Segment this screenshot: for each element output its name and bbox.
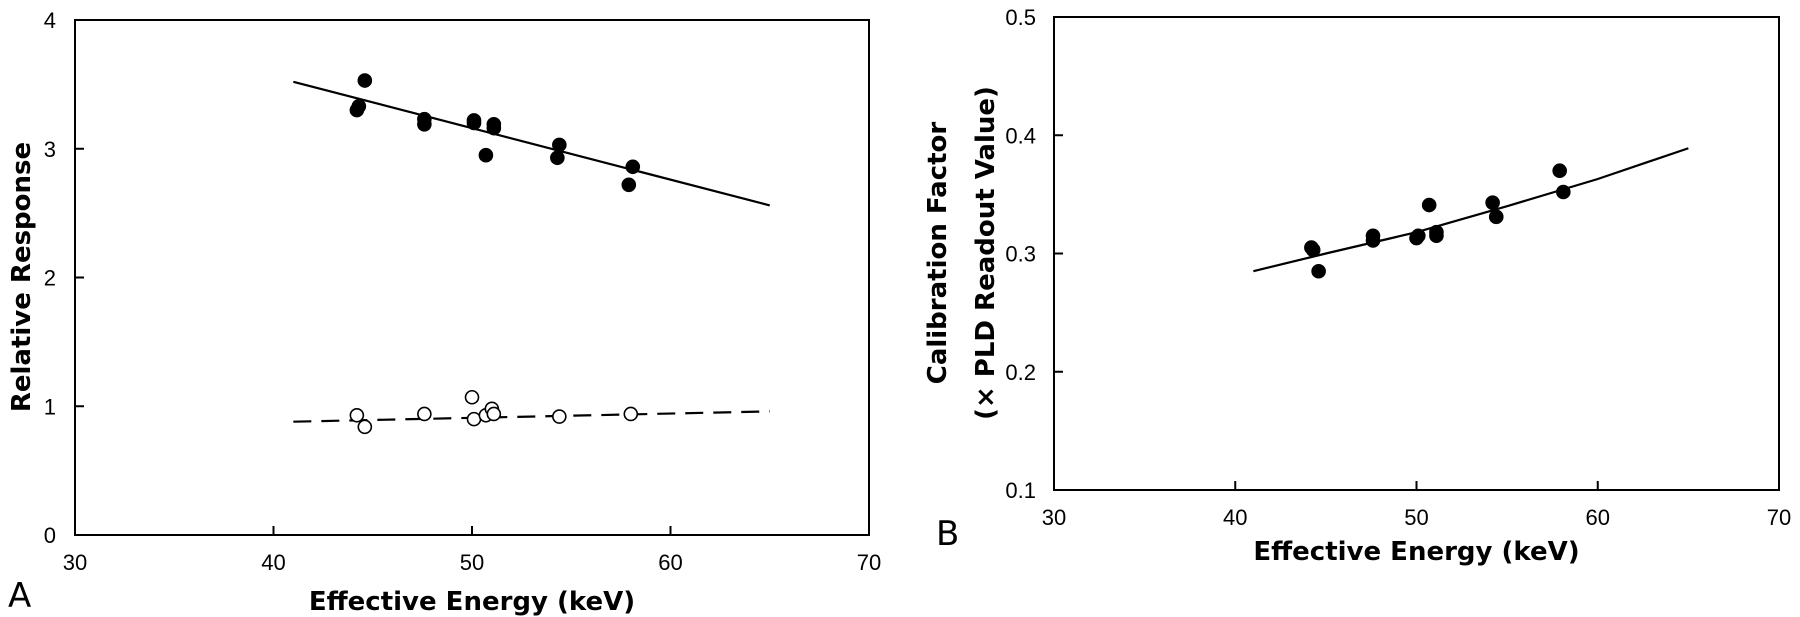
data-point-filled [1305,242,1321,258]
data-point-filled [625,159,641,175]
data-point-open [486,406,502,422]
plot-frame [74,19,870,536]
data-point-filled [351,98,367,114]
y-tick-label: 4 [44,8,56,33]
data-point-filled [486,116,502,132]
x-tick-label: 50 [460,550,484,575]
x-tick-label: 30 [63,550,87,575]
data-point-filled [1365,233,1381,248]
fit-line-solid [293,80,771,207]
plot-frame [1053,16,1780,491]
data-point-open [417,406,432,422]
data-point-filled [466,113,482,128]
y-tick-label: 0.5 [1005,5,1036,30]
x-tick-label: 60 [658,550,682,575]
x-tick-label: 50 [1404,505,1428,530]
x-axis-title: Effective Energy (keV) [309,587,635,617]
data-point-open [349,407,365,423]
data-point-open [623,406,639,422]
x-tick-label: 40 [261,550,285,575]
y-axis-title-line: Calibration Factor [923,122,953,385]
data-point-filled [417,116,432,132]
data-point-filled [552,137,567,153]
x-tick-label: 70 [857,550,881,575]
data-point-filled [1485,195,1500,210]
y-axis-title: Relative Response [7,142,37,412]
data-point-open [466,411,482,427]
data-point-filled [1556,184,1571,200]
data-point-filled [1429,224,1444,240]
data-point-open [552,409,567,424]
y-tick-label: 3 [44,137,56,162]
chart-panel-b: 30 40 50 60 70 0.1 0.2 0.3 0.4 0.5 Effective Energ… [923,5,1791,567]
chart-panel-a: 30 40 50 60 70 0 1 2 3 4 Effective Energy (keV) Rel… [7,8,881,617]
fit-line-dashed [293,410,770,423]
data-point-filled [357,73,373,88]
x-tick-label: 70 [1767,505,1791,530]
data-point-open [357,419,373,435]
data-point-filled [621,177,637,193]
data-point-filled [1421,197,1437,213]
data-point-filled [1311,263,1326,279]
panel-label: B [936,514,959,554]
panel-label: A [8,576,31,616]
y-tick-label: 0.4 [1005,123,1036,148]
x-axis-title: Effective Energy (keV) [1253,537,1579,567]
y-tick-label: 0.3 [1005,242,1036,267]
data-point-filled [478,147,494,163]
data-point-open [464,389,480,405]
y-tick-label: 1 [44,394,56,419]
y-tick-label: 2 [44,266,56,291]
x-tick-label: 40 [1223,505,1247,530]
y-tick-label: 0 [44,523,56,548]
y-tick-label: 0.2 [1005,360,1036,385]
y-axis-title-line: (× PLD Readout Value) [971,86,1001,420]
data-point-filled [550,150,565,166]
y-tick-label: 0.1 [1005,478,1036,503]
x-tick-label: 30 [1042,505,1066,530]
data-point-filled [1411,228,1426,244]
x-tick-label: 60 [1586,505,1610,530]
data-point-filled [1552,163,1567,179]
data-point-filled [1488,209,1504,225]
